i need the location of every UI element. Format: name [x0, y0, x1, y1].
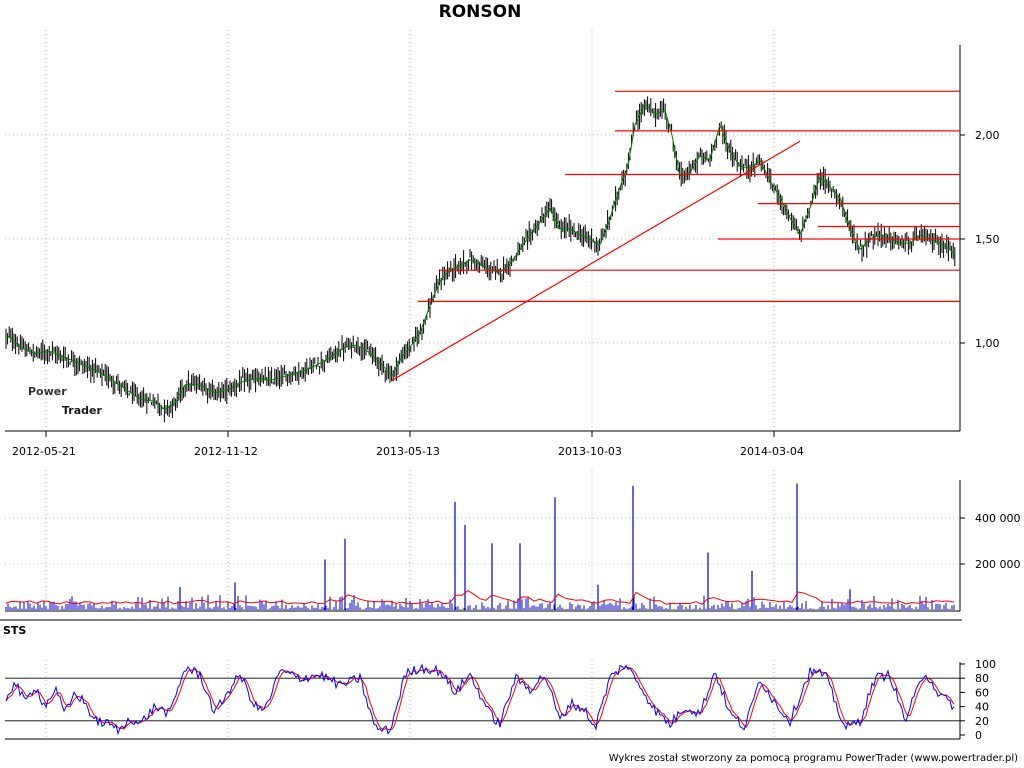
volume-panel: 200 000 400 000 — [5, 470, 1021, 612]
stochastic-y-tick-label: 0 — [975, 729, 982, 742]
moving-average-line — [6, 104, 956, 410]
footer-credit: Wykres został stworzony za pomocą progra… — [608, 753, 1018, 764]
x-tick-label: 2012-05-21 — [12, 445, 76, 458]
x-tick-label: 2013-10-03 — [558, 445, 622, 458]
x-tick-label: 2013-05-13 — [376, 445, 440, 458]
stochastic-y-tick-label: 20 — [975, 715, 989, 728]
price-panel: 2012-05-21 2012-11-12 2013-05-13 2013-10-03… — [5, 30, 1000, 458]
trendline — [391, 140, 801, 381]
stochastic-y-tick-label: 100 — [975, 658, 996, 671]
volume-y-tick-label: 400 000 — [975, 512, 1021, 525]
x-tick-label: 2012-11-12 — [194, 445, 258, 458]
volume-y-tick-label: 200 000 — [975, 558, 1021, 571]
y-tick-label: 1,50 — [975, 233, 1000, 246]
volume-average-line — [5, 590, 955, 605]
y-tick-label: 2,00 — [975, 129, 1000, 142]
stochastic-panel-label: STS — [3, 624, 27, 637]
stochastic-y-tick-label: 40 — [975, 701, 989, 714]
y-tick-label: 1,00 — [975, 337, 1000, 350]
stochastic-k-line — [5, 663, 955, 736]
watermark-logo: Trader — [62, 404, 102, 417]
stochastic-y-tick-label: 60 — [975, 686, 989, 699]
stochastic-y-tick-label: 80 — [975, 672, 989, 685]
chart-title: RONSON — [438, 2, 522, 22]
watermark-logo: Power — [28, 385, 67, 398]
x-tick-label: 2014-03-04 — [740, 445, 804, 458]
